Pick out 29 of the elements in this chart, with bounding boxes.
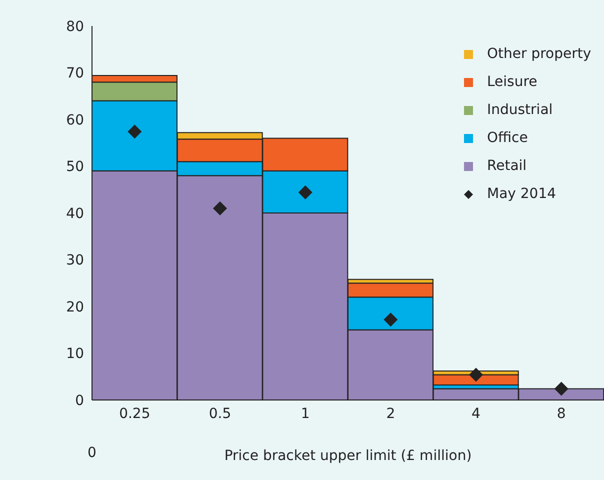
y-tick-label: 0: [75, 392, 84, 409]
x-tick-label: 1: [300, 406, 310, 422]
x-tick-label: 4: [472, 406, 481, 422]
text: 0: [86, 445, 98, 461]
point: [298, 185, 312, 200]
x-tick-label: 0.5: [208, 406, 232, 422]
y-tick-label: 60: [66, 112, 84, 128]
point: [469, 368, 483, 382]
legend-label: Industrial: [487, 102, 553, 118]
x-tick-label: 2: [386, 406, 396, 422]
x-tick-label: 8: [556, 406, 566, 422]
y-tick-label: 30: [66, 252, 84, 269]
point: [128, 124, 142, 139]
y-tick-label: 40: [66, 206, 84, 222]
legend-label: Leisure: [487, 74, 538, 90]
x-axis-title: Price bracket upper limit (£ million): [224, 448, 472, 464]
y-tick-label: 20: [66, 299, 84, 316]
y-tick-label: 50: [66, 159, 84, 176]
legend-label: Office: [487, 130, 528, 146]
x-tick-label: 0.25: [119, 406, 150, 422]
legend-label: May 2014: [487, 186, 556, 202]
point: [384, 312, 398, 327]
y-tick-label: 70: [66, 66, 84, 82]
y-tick-label: 80: [66, 18, 84, 35]
y-tick-label: 10: [66, 346, 84, 362]
legend-label: Retail: [487, 158, 527, 174]
point: [213, 201, 227, 216]
point: [554, 382, 568, 396]
legend-label: Other property: [487, 46, 592, 62]
